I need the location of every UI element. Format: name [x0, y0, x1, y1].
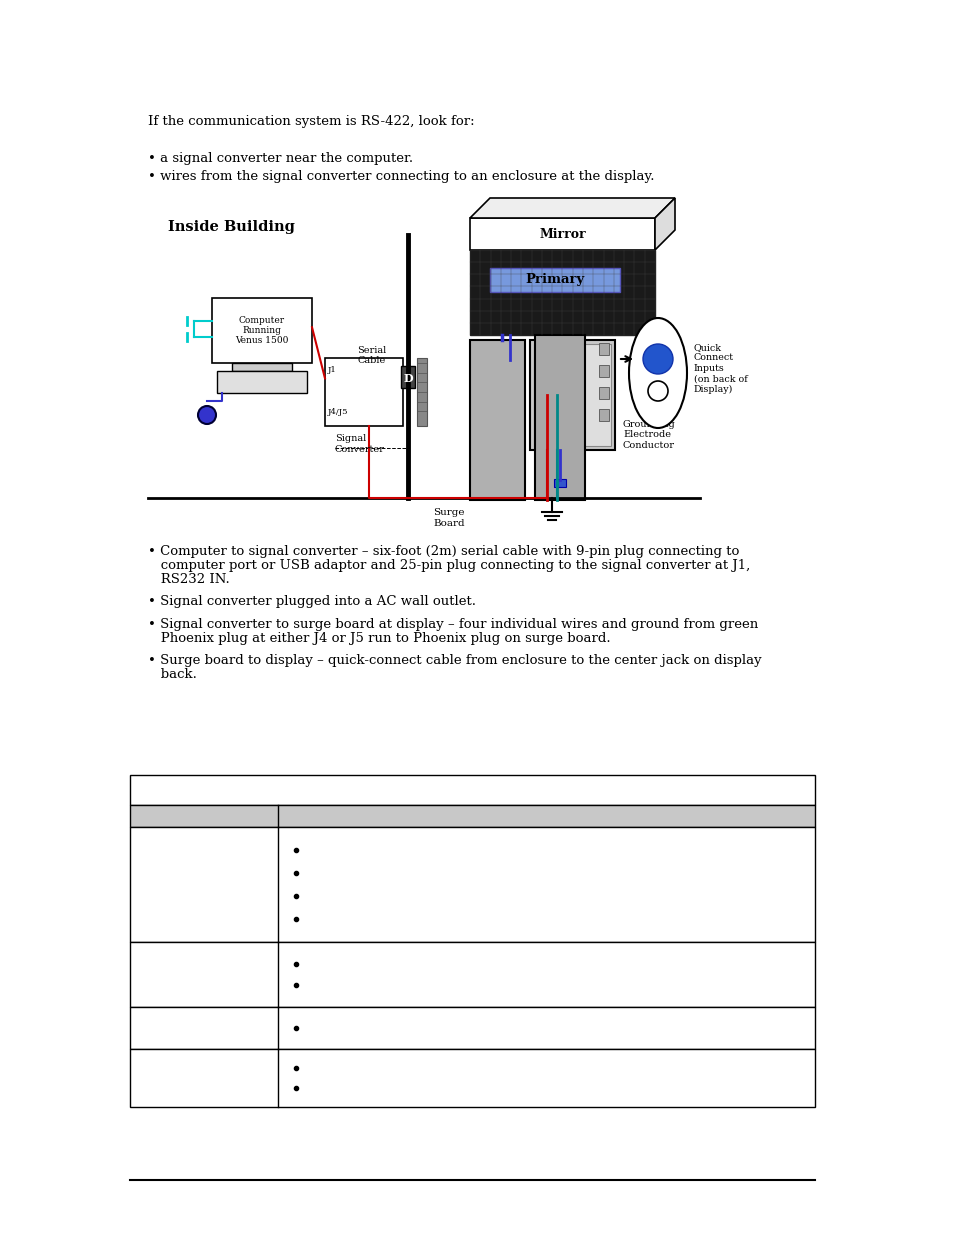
- Bar: [130, 776, 814, 805]
- Bar: [554, 479, 565, 487]
- Bar: [232, 363, 292, 370]
- Text: Inside Building: Inside Building: [168, 220, 294, 233]
- Text: • wires from the signal converter connecting to an enclosure at the display.: • wires from the signal converter connec…: [148, 170, 654, 183]
- Text: J1: J1: [328, 366, 336, 374]
- Text: Primary: Primary: [525, 273, 584, 287]
- Bar: [598, 366, 608, 377]
- Circle shape: [642, 345, 672, 374]
- Text: • Surge board to display – quick-connect cable from enclosure to the center jack: • Surge board to display – quick-connect…: [148, 655, 760, 667]
- Bar: [470, 219, 655, 249]
- Polygon shape: [655, 198, 675, 249]
- Text: Signal
Converter: Signal Converter: [335, 435, 384, 453]
- Bar: [470, 340, 524, 500]
- Bar: [539, 348, 558, 362]
- Text: J4/J5: J4/J5: [328, 408, 348, 416]
- Bar: [216, 370, 307, 393]
- Bar: [530, 340, 615, 450]
- Bar: [130, 1007, 814, 1049]
- Text: • Signal converter to surge board at display – four individual wires and ground : • Signal converter to surge board at dis…: [148, 618, 758, 631]
- Text: If the communication system is RS-422, look for:: If the communication system is RS-422, l…: [148, 115, 475, 128]
- Circle shape: [198, 406, 215, 424]
- Bar: [490, 268, 619, 291]
- Bar: [130, 1049, 814, 1107]
- Bar: [598, 343, 608, 354]
- Text: computer port or USB adaptor and 25-pin plug connecting to the signal converter : computer port or USB adaptor and 25-pin …: [148, 559, 749, 572]
- Text: RS232 IN.: RS232 IN.: [148, 573, 230, 585]
- Polygon shape: [470, 198, 675, 219]
- Ellipse shape: [628, 317, 686, 429]
- Bar: [130, 805, 814, 827]
- Bar: [539, 370, 558, 384]
- Bar: [400, 366, 415, 388]
- Bar: [130, 942, 814, 1007]
- Bar: [534, 345, 610, 446]
- Bar: [470, 249, 655, 335]
- Bar: [598, 387, 608, 399]
- Bar: [130, 827, 814, 942]
- Text: Phoenix plug at either J4 or J5 run to Phoenix plug on surge board.: Phoenix plug at either J4 or J5 run to P…: [148, 632, 610, 645]
- Text: D: D: [403, 373, 413, 384]
- Text: Grounding
Electrode
Conductor: Grounding Electrode Conductor: [622, 420, 675, 450]
- Circle shape: [647, 382, 667, 401]
- Text: Computer
Running
Venus 1500: Computer Running Venus 1500: [235, 316, 289, 346]
- Text: • Signal converter plugged into a AC wall outlet.: • Signal converter plugged into a AC wal…: [148, 595, 476, 609]
- Bar: [416, 358, 427, 426]
- Text: back.: back.: [148, 668, 196, 682]
- Text: • a signal converter near the computer.: • a signal converter near the computer.: [148, 152, 413, 165]
- Text: • Computer to signal converter – six-foot (2m) serial cable with 9-pin plug conn: • Computer to signal converter – six-foo…: [148, 545, 739, 558]
- Text: Mirror: Mirror: [538, 227, 585, 241]
- Bar: [212, 298, 312, 363]
- Text: Surge
Board: Surge Board: [433, 509, 464, 527]
- Bar: [598, 409, 608, 421]
- Bar: [535, 335, 584, 500]
- Text: Quick
Connect
Inputs
(on back of
Display): Quick Connect Inputs (on back of Display…: [693, 343, 747, 394]
- Bar: [539, 391, 558, 406]
- Bar: [325, 358, 402, 426]
- Text: Serial
Cable: Serial Cable: [357, 346, 386, 366]
